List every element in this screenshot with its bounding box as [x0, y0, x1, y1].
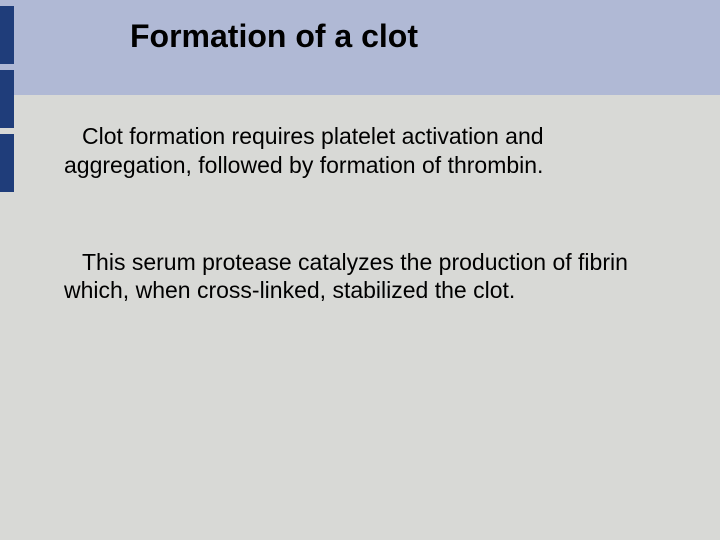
paragraph: Clot formation requires platelet activat… [64, 122, 644, 180]
slide-content: Clot formation requires platelet activat… [64, 122, 644, 373]
accent-bar [0, 134, 14, 192]
slide: Formation of a clot Clot formation requi… [0, 0, 720, 540]
accent-bar [0, 6, 14, 64]
slide-title: Formation of a clot [130, 18, 418, 55]
accent-bar [0, 70, 14, 128]
paragraph: This serum protease catalyzes the produc… [64, 248, 644, 306]
